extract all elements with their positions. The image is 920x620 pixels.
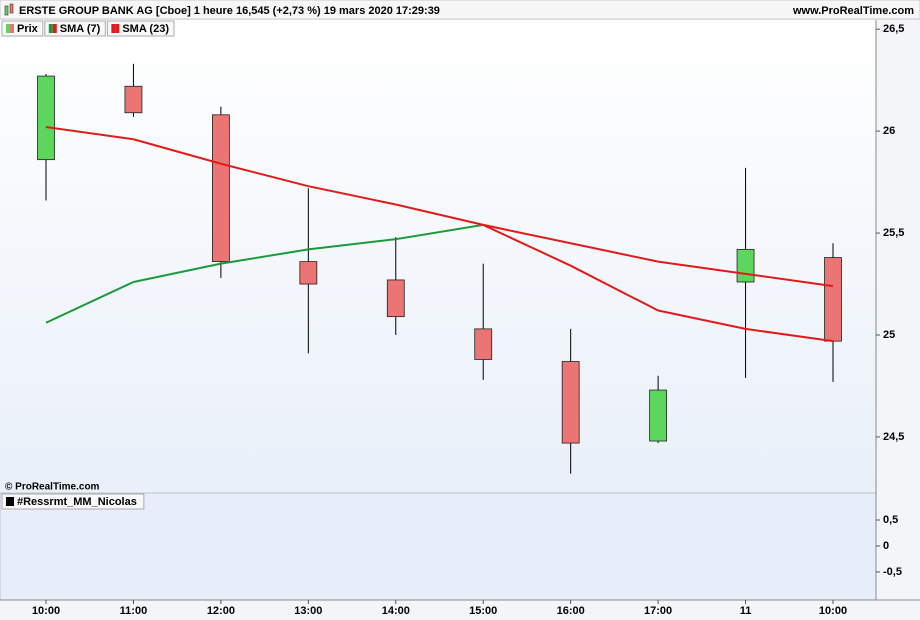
candle-body bbox=[211, 114, 230, 263]
sma-line bbox=[308, 185, 396, 206]
sma-line bbox=[220, 162, 309, 188]
legend-box bbox=[1, 493, 145, 510]
candle-body bbox=[299, 261, 318, 285]
y-tick-label: 0 bbox=[883, 540, 889, 552]
sma-line bbox=[308, 238, 396, 251]
x-tick-label: 11:00 bbox=[120, 605, 148, 617]
indicator-legend: #Ressrmt_MM_Nicolas bbox=[1, 493, 145, 510]
sma-line bbox=[45, 126, 134, 141]
candle-body bbox=[124, 85, 143, 114]
legend-item: SMA (23) bbox=[106, 20, 175, 37]
sma-line bbox=[570, 264, 659, 312]
x-tick-label: 10:00 bbox=[32, 605, 60, 617]
legend-swatch bbox=[111, 24, 116, 33]
x-tick-label: 14:00 bbox=[382, 605, 410, 617]
header-title: ERSTE GROUP BANK AG [Cboe] 1 heure 16,54… bbox=[19, 5, 440, 17]
indicator-panel bbox=[0, 492, 877, 601]
header-icon bbox=[4, 3, 14, 16]
legend-swatch bbox=[10, 24, 14, 33]
x-tick-label: 17:00 bbox=[644, 605, 672, 617]
sma-line bbox=[395, 223, 484, 241]
sma-line bbox=[657, 260, 746, 275]
x-tick-label: 11 bbox=[740, 605, 752, 617]
legend-item: SMA (7) bbox=[44, 20, 106, 37]
x-tick-label: 15:00 bbox=[469, 605, 497, 617]
legend-label: SMA (7) bbox=[60, 23, 101, 35]
y-tick-label: 25,5 bbox=[883, 227, 904, 239]
sma-line bbox=[395, 203, 484, 226]
legend-label: #Ressrmt_MM_Nicolas bbox=[17, 496, 137, 508]
sma-line bbox=[745, 272, 834, 288]
candle-body bbox=[37, 75, 55, 161]
legend-box bbox=[106, 20, 175, 37]
legend-swatch bbox=[52, 24, 57, 33]
y-tick-label: 0,5 bbox=[883, 514, 898, 526]
x-tick-label: 16:00 bbox=[557, 605, 585, 617]
legend-swatch bbox=[6, 24, 10, 33]
x-tick-label: 10:00 bbox=[819, 605, 847, 617]
sma-line bbox=[745, 327, 834, 343]
legend-item: Prix bbox=[1, 20, 44, 37]
legend-swatch bbox=[6, 497, 14, 506]
header-website[interactable]: www.ProRealTime.com bbox=[792, 5, 914, 17]
y-tick-label: 26 bbox=[883, 125, 895, 137]
x-tick-label: 12:00 bbox=[207, 605, 235, 617]
legend-label: SMA (23) bbox=[122, 23, 169, 35]
sma-line bbox=[133, 262, 222, 283]
y-tick-label: 25 bbox=[883, 329, 895, 341]
sma-line bbox=[570, 242, 659, 263]
legend-label: Prix bbox=[17, 23, 39, 35]
legend-swatch bbox=[48, 24, 53, 33]
sma-line bbox=[482, 224, 572, 267]
sma-line bbox=[483, 223, 571, 245]
y-tick-label: 24,5 bbox=[883, 431, 904, 443]
candle-body bbox=[561, 361, 580, 444]
header-bar bbox=[0, 0, 920, 20]
legend-swatch bbox=[115, 24, 120, 33]
main-panel bbox=[0, 20, 876, 492]
y-tick-label: -0,5 bbox=[883, 566, 902, 578]
candle-body bbox=[474, 328, 493, 360]
sma-line bbox=[133, 138, 222, 165]
candle-body bbox=[736, 248, 755, 283]
sma-line bbox=[45, 281, 134, 324]
sma-line bbox=[220, 248, 309, 265]
watermark: © ProRealTime.com bbox=[5, 482, 100, 493]
y-tick-label: 26,5 bbox=[883, 23, 904, 35]
x-tick-label: 13:00 bbox=[294, 605, 322, 617]
candle-body bbox=[649, 389, 668, 442]
candle-body bbox=[824, 257, 842, 342]
candle-body bbox=[386, 279, 405, 318]
sma-line bbox=[657, 309, 746, 330]
legend-box bbox=[44, 20, 106, 37]
